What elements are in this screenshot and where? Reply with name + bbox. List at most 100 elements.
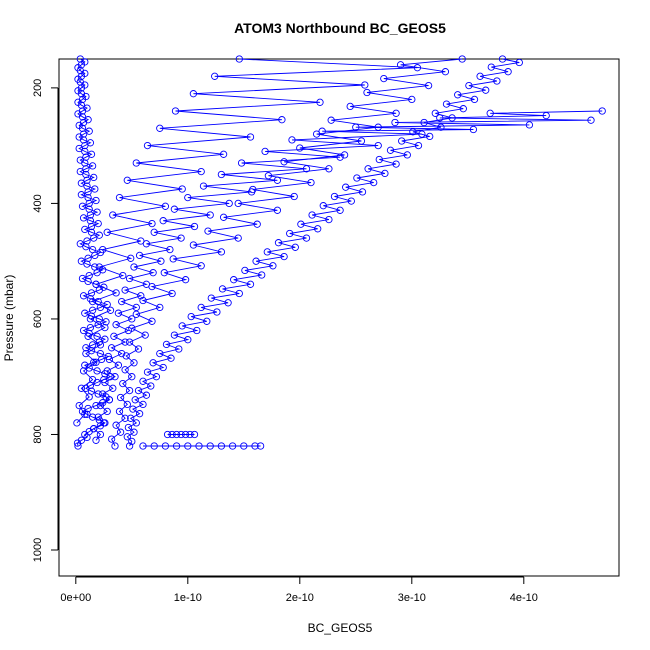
data-point	[274, 239, 283, 247]
data-point	[598, 107, 606, 115]
data-point	[112, 321, 120, 329]
data-point	[418, 130, 426, 138]
data-point	[273, 176, 282, 184]
data-point	[197, 303, 205, 312]
data-point	[139, 296, 147, 305]
data-point	[88, 341, 97, 349]
data-point	[177, 430, 185, 439]
data-point	[96, 349, 105, 358]
data-point	[347, 197, 355, 205]
data-point	[88, 297, 97, 306]
data-point	[381, 169, 389, 178]
data-point	[470, 95, 479, 104]
data-point	[325, 215, 333, 224]
data-point	[81, 361, 89, 369]
data-point	[184, 336, 192, 344]
data-point	[96, 341, 105, 349]
data-point	[171, 107, 180, 115]
data-point	[99, 245, 107, 254]
data-point	[99, 390, 107, 398]
data-point	[135, 410, 144, 418]
data-point	[346, 102, 354, 111]
data-point	[84, 188, 92, 196]
data-point	[78, 202, 87, 210]
data-point	[172, 442, 181, 450]
series-line	[111, 58, 463, 447]
series-3	[123, 55, 523, 450]
data-point	[102, 318, 110, 326]
data-point	[73, 419, 81, 427]
data-point	[465, 81, 473, 90]
data-point	[87, 228, 96, 236]
data-point	[82, 153, 90, 161]
data-point	[90, 358, 98, 366]
data-point	[76, 167, 84, 176]
data-point	[141, 331, 149, 339]
data-point	[96, 401, 105, 410]
data-point	[161, 202, 170, 210]
data-point	[206, 211, 214, 219]
data-point	[493, 77, 501, 85]
data-point	[307, 178, 315, 187]
y-axis-label: Pressure (mbar)	[2, 275, 16, 362]
data-point	[361, 81, 369, 89]
data-point	[101, 378, 109, 387]
data-point	[168, 430, 176, 439]
y-tick-label: 1000	[32, 538, 44, 562]
x-axis-label: BC_GEOS5	[308, 621, 373, 635]
data-point	[95, 315, 103, 323]
data-point	[76, 240, 84, 248]
data-point	[190, 430, 199, 439]
data-point	[195, 442, 203, 450]
data-point	[101, 335, 109, 343]
data-point	[327, 116, 335, 124]
data-point	[217, 442, 226, 450]
series-layer	[73, 55, 606, 450]
data-point	[166, 245, 174, 254]
data-point	[442, 100, 451, 108]
data-point	[436, 114, 444, 122]
data-point	[458, 55, 466, 63]
data-point	[92, 436, 100, 444]
data-point	[426, 132, 434, 141]
data-point	[88, 375, 97, 384]
data-point	[235, 289, 243, 298]
data-point	[148, 219, 156, 228]
data-point	[169, 255, 177, 263]
data-point	[161, 442, 170, 450]
data-point	[105, 396, 114, 404]
data-point	[105, 355, 114, 364]
y-tick-label: 600	[32, 310, 44, 328]
data-point	[441, 68, 450, 76]
data-point	[269, 262, 277, 270]
data-point	[93, 367, 101, 375]
data-point	[246, 280, 255, 288]
data-point	[177, 234, 185, 242]
data-point	[143, 141, 152, 150]
series-1	[73, 55, 115, 450]
data-point	[84, 193, 92, 202]
data-point	[94, 219, 102, 228]
data-point	[240, 442, 248, 450]
data-point	[193, 326, 201, 335]
data-point	[121, 414, 129, 422]
data-point	[82, 344, 90, 352]
data-point	[92, 280, 100, 288]
data-point	[123, 433, 131, 441]
data-point	[375, 155, 383, 164]
data-point	[217, 170, 226, 179]
data-point	[130, 263, 138, 271]
data-point	[392, 160, 400, 168]
data-point	[297, 220, 305, 228]
data-point	[83, 260, 91, 268]
plot-frame	[58, 58, 620, 577]
data-point	[85, 199, 93, 208]
data-point	[82, 165, 90, 173]
data-point	[139, 442, 147, 450]
data-point	[482, 86, 490, 94]
data-point	[107, 435, 116, 443]
data-point	[386, 146, 395, 154]
x-axis: 0e+00 1e-10 2e-10 3e-10 4e-10	[60, 576, 538, 604]
data-point	[203, 317, 211, 325]
y-axis: 200 400 600 800 1000	[32, 79, 59, 562]
